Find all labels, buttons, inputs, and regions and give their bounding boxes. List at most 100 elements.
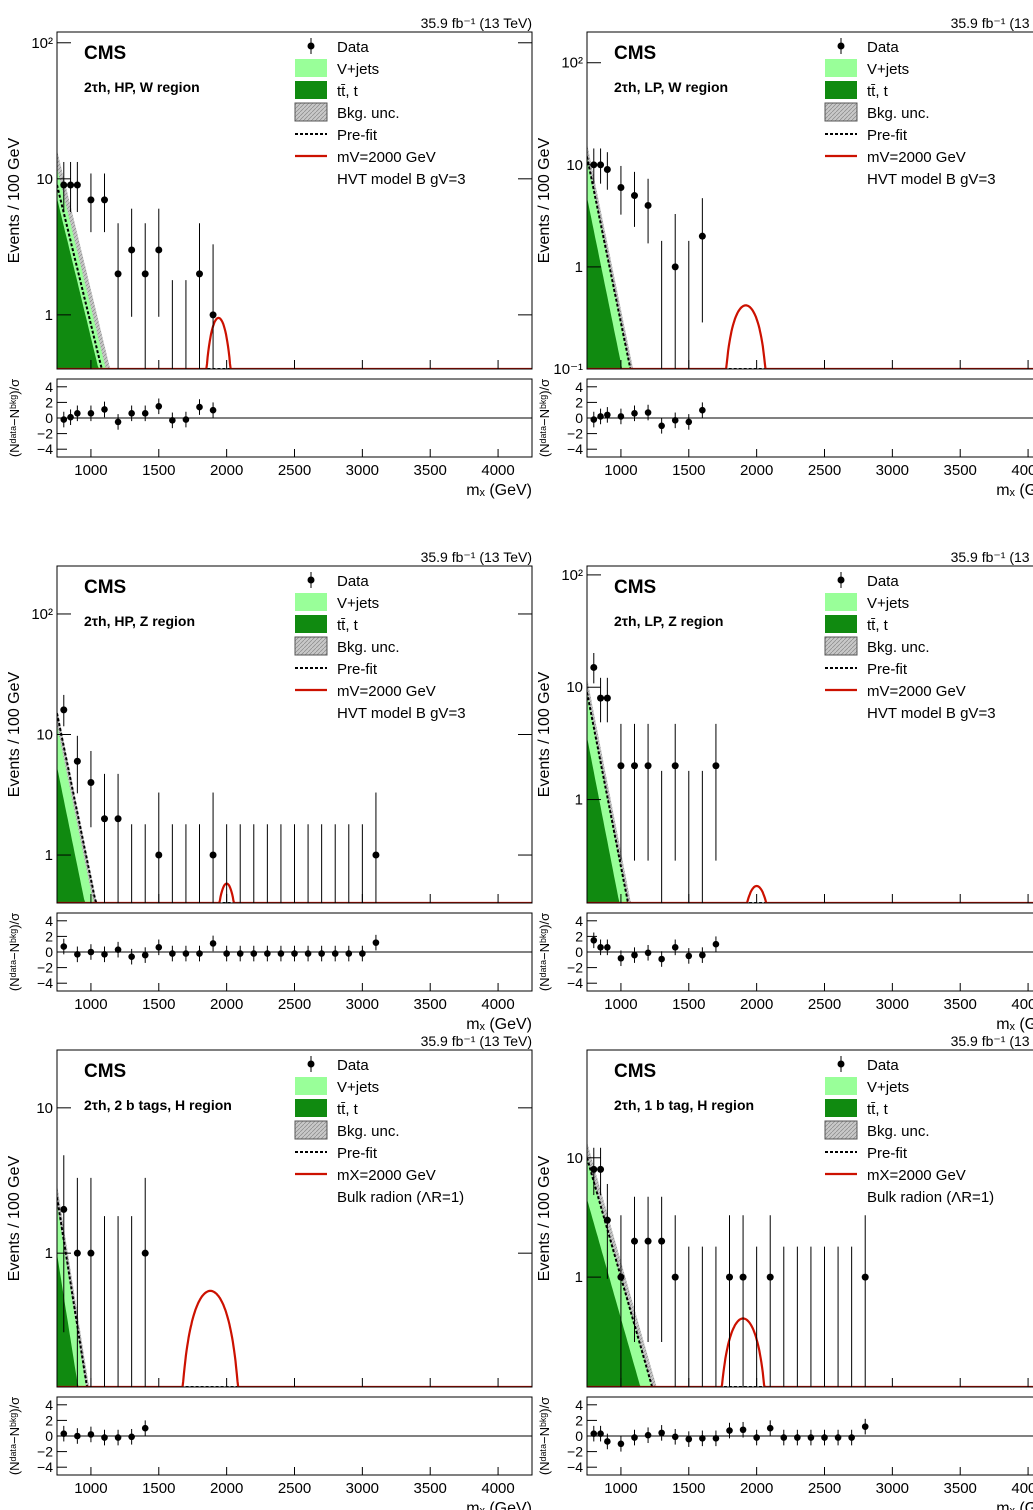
ratio-point — [685, 418, 693, 426]
ratio-point — [236, 950, 244, 957]
legend-unc-swatch — [824, 636, 858, 656]
legend-tt-label: tt̄, t — [337, 1101, 359, 1118]
legend-unc-swatch — [824, 1120, 858, 1140]
bkg-unc-band — [57, 1184, 532, 1387]
ratio-axis-title: (Nᵈᵃᵗᵃ−Nᵇᵏᵍ)/σ — [7, 1397, 22, 1475]
x-tick-label: 2500 — [278, 462, 311, 479]
legend-vjets-label: V+jets — [337, 61, 379, 78]
legend-tt-label: tt̄, t — [867, 1101, 889, 1118]
legend-model-label: Bulk radion (ΛR=1) — [867, 1189, 994, 1206]
lumi-label: 35.9 fb⁻¹ (13 TeV) — [421, 1033, 532, 1049]
ratio-point — [604, 1438, 611, 1445]
cms-label: CMS — [84, 43, 126, 64]
data-point — [739, 1273, 747, 1281]
y-axis-title: Events / 100 GeV — [6, 671, 23, 797]
legend-unc-label: Bkg. unc. — [337, 105, 400, 122]
data-point — [766, 1273, 774, 1281]
ratio-point — [597, 413, 604, 420]
ratio-point — [182, 416, 190, 423]
ratio-point — [87, 948, 95, 956]
legend: Data V+jets tt̄, t Bkg. unc. Pre-fit mX=2000 … — [824, 1056, 994, 1206]
ratio-tick-label: −4 — [37, 1459, 53, 1475]
x-axis-title: mₓ (GeV) — [996, 1500, 1033, 1510]
legend-model-label: HVT model B gV=3 — [337, 705, 466, 722]
data-point — [87, 778, 95, 786]
ratio-tick-label: 0 — [575, 1428, 583, 1444]
ratio-point — [597, 1430, 604, 1437]
x-tick-label: 2000 — [210, 1480, 243, 1497]
y-tick-label: 1 — [45, 1245, 53, 1262]
x-tick-label: 3500 — [944, 996, 977, 1013]
ratio-point — [74, 951, 81, 958]
ratio-point — [60, 943, 68, 950]
data-point — [861, 1273, 869, 1281]
cms-label: CMS — [84, 1061, 126, 1082]
data-points — [60, 694, 380, 903]
legend-data-label: Data — [867, 1057, 899, 1074]
data-point — [597, 694, 605, 702]
ratio-point — [87, 1431, 95, 1438]
x-tick-label: 2000 — [740, 462, 773, 479]
y-tick-label: 10 — [36, 1100, 53, 1117]
ttbar-stack — [57, 1253, 532, 1387]
y-axis-title: Events / 100 GeV — [6, 137, 23, 263]
ratio-point — [834, 1434, 842, 1441]
ratio-axis-title: (Nᵈᵃᵗᵃ−Nᵇᵏᵍ)/σ — [7, 379, 22, 457]
ratio-point — [128, 410, 135, 417]
y-tick-label: 10 — [36, 727, 53, 744]
x-tick-label: 1000 — [604, 1480, 637, 1497]
data-point — [631, 192, 638, 200]
legend: Data V+jets tt̄, t Bkg. unc. Pre-fit mV=2000 … — [294, 38, 466, 188]
data-point — [631, 762, 638, 770]
prefit-line — [587, 156, 1033, 369]
legend-unc-label: Bkg. unc. — [867, 105, 930, 122]
data-point — [141, 270, 149, 278]
data-point — [67, 181, 75, 189]
legend-unc-label: Bkg. unc. — [337, 1123, 400, 1140]
data-point — [114, 270, 122, 278]
data-point — [372, 851, 380, 859]
y-tick-label: 1 — [575, 792, 583, 809]
x-tick-label: 1000 — [74, 462, 107, 479]
data-points — [590, 1147, 869, 1387]
data-point — [101, 815, 108, 823]
x-tick-label: 2000 — [210, 462, 243, 479]
legend-tt-swatch — [295, 1099, 327, 1117]
legend-prefit-label: Pre-fit — [867, 127, 908, 144]
ratio-tick-label: −2 — [37, 1444, 53, 1460]
data-point — [617, 1273, 625, 1281]
ratio-point — [739, 1426, 747, 1434]
cms-label: CMS — [614, 1061, 656, 1082]
ratio-tick-label: −4 — [567, 441, 583, 457]
ratio-point — [780, 1434, 788, 1441]
legend-tt-swatch — [295, 615, 327, 633]
vjets-stack — [587, 692, 1033, 903]
data-point — [617, 183, 625, 191]
y-axis-title: Events / 100 GeV — [536, 137, 553, 263]
legend-model-label: Bulk radion (ΛR=1) — [337, 1189, 464, 1206]
ratio-point — [304, 950, 312, 957]
ratio-tick-label: 0 — [45, 410, 53, 426]
data-point — [603, 1216, 611, 1224]
ratio-point — [794, 1434, 801, 1441]
legend-signal-label: mV=2000 GeV — [867, 149, 966, 166]
x-tick-label: 3500 — [414, 996, 447, 1013]
data-point — [644, 762, 652, 770]
legend-prefit-label: Pre-fit — [337, 1145, 378, 1162]
ratio-point — [685, 1435, 693, 1443]
ratio-point — [114, 1434, 122, 1441]
y-tick-label: 1 — [575, 1269, 583, 1286]
data-point — [209, 311, 217, 319]
legend-unc-label: Bkg. unc. — [867, 1123, 930, 1140]
ratio-point — [67, 413, 74, 421]
x-tick-label: 3500 — [414, 462, 447, 479]
x-tick-label: 3000 — [346, 1480, 379, 1497]
ratio-point — [699, 406, 706, 414]
signal-curve — [587, 304, 1033, 369]
x-tick-label: 2000 — [740, 1480, 773, 1497]
legend-model-label: HVT model B gV=3 — [867, 171, 996, 188]
ratio-tick-label: −2 — [37, 426, 53, 442]
ratio-axis-title: (Nᵈᵃᵗᵃ−Nᵇᵏᵍ)/σ — [537, 1397, 552, 1475]
legend-tt-label: tt̄, t — [867, 83, 889, 100]
signal-curve — [57, 316, 532, 369]
